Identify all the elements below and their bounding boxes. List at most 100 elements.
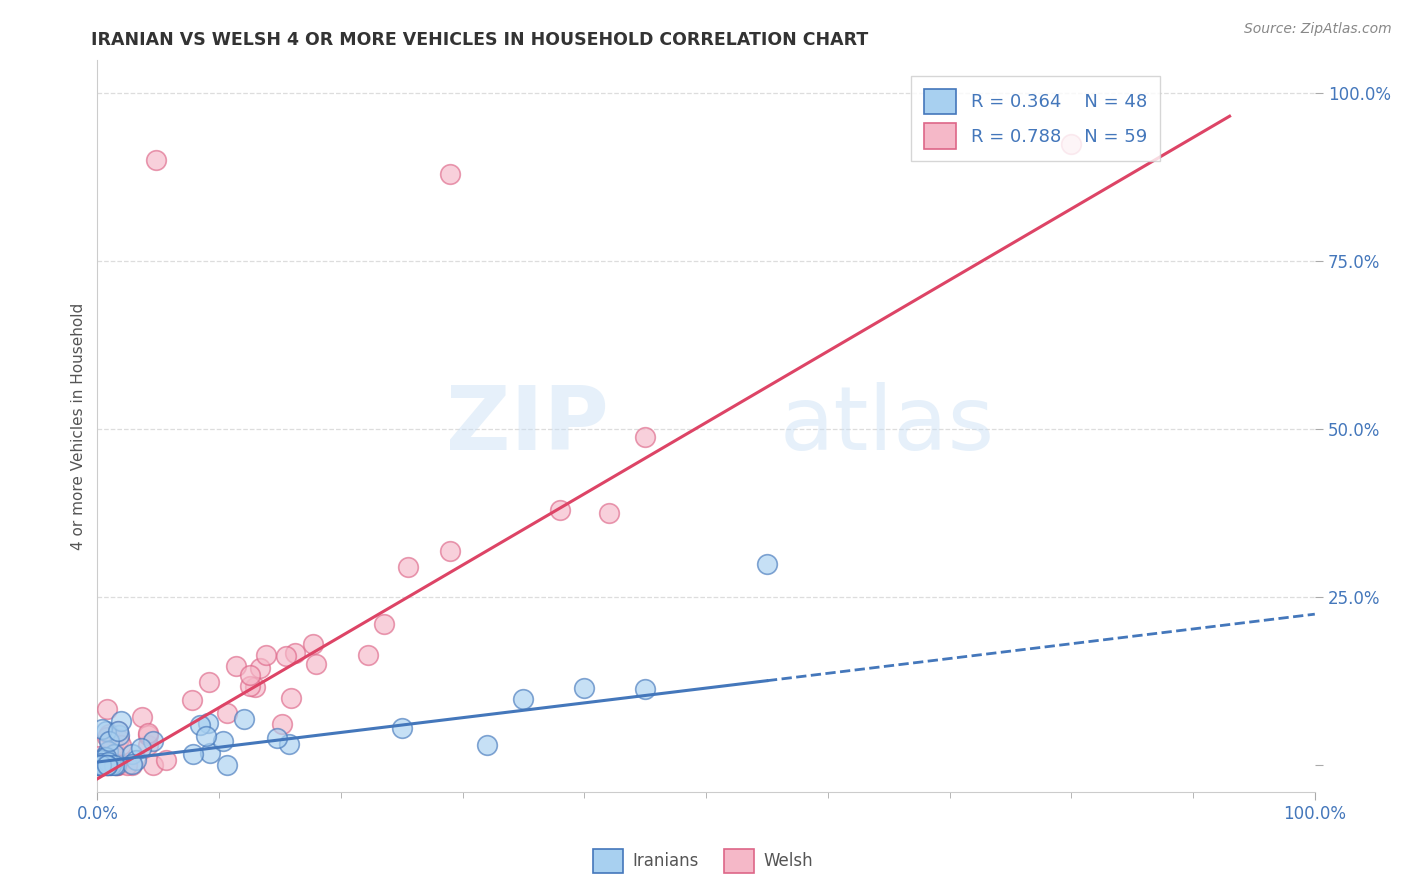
Point <box>195 730 218 744</box>
Text: Source: ZipAtlas.com: Source: ZipAtlas.com <box>1244 22 1392 37</box>
Point <box>357 648 380 662</box>
Point <box>87 749 110 764</box>
Point <box>181 747 204 761</box>
Point <box>91 723 114 737</box>
Point <box>87 758 110 772</box>
Point <box>1060 136 1083 151</box>
Point <box>254 648 277 663</box>
Point <box>93 749 115 764</box>
Point <box>96 730 118 744</box>
Point <box>131 710 153 724</box>
Point <box>108 728 131 742</box>
Point <box>110 714 132 729</box>
Point <box>97 758 120 772</box>
Point <box>87 758 110 772</box>
Point <box>94 749 117 764</box>
Point <box>108 732 131 747</box>
Point <box>107 723 129 738</box>
Point <box>548 502 571 516</box>
Point <box>94 758 117 772</box>
Point <box>87 758 110 772</box>
Y-axis label: 4 or more Vehicles in Household: 4 or more Vehicles in Household <box>72 302 86 549</box>
Point <box>107 758 129 772</box>
Point <box>266 731 288 746</box>
Point <box>232 712 254 726</box>
Point <box>142 758 165 772</box>
Point <box>100 758 122 772</box>
Point <box>87 758 110 772</box>
Point <box>93 758 115 772</box>
Point <box>138 738 160 752</box>
Point <box>87 758 110 772</box>
Point <box>238 679 260 693</box>
Text: atlas: atlas <box>779 383 994 469</box>
Point <box>105 758 128 772</box>
Point <box>91 758 114 772</box>
Point <box>96 758 118 772</box>
Point <box>280 690 302 705</box>
Point <box>100 758 122 772</box>
Point <box>90 758 112 772</box>
Point <box>198 747 221 761</box>
Point <box>117 758 139 772</box>
Point <box>475 738 498 752</box>
Point <box>96 702 118 716</box>
Point <box>217 758 239 772</box>
Point <box>439 544 461 558</box>
Point <box>93 758 115 772</box>
Point <box>98 733 121 747</box>
Point <box>225 659 247 673</box>
Point <box>512 692 534 706</box>
Point <box>155 753 177 767</box>
Point <box>271 716 294 731</box>
Point <box>145 153 167 168</box>
Point <box>89 758 111 772</box>
Legend: R = 0.364    N = 48, R = 0.788    N = 59: R = 0.364 N = 48, R = 0.788 N = 59 <box>911 76 1160 161</box>
Point <box>97 727 120 741</box>
Point <box>103 758 125 772</box>
Point <box>104 758 127 772</box>
Point <box>97 758 120 772</box>
Point <box>396 560 419 574</box>
Point <box>110 739 132 753</box>
Legend: Iranians, Welsh: Iranians, Welsh <box>586 842 820 880</box>
Point <box>90 758 112 772</box>
Point <box>634 681 657 696</box>
Point <box>103 747 125 761</box>
Point <box>87 758 110 772</box>
Point <box>96 758 118 772</box>
Point <box>90 756 112 771</box>
Point <box>188 718 211 732</box>
Text: ZIP: ZIP <box>446 383 609 469</box>
Point <box>136 726 159 740</box>
Point <box>125 752 148 766</box>
Point <box>89 758 111 772</box>
Point <box>87 758 110 772</box>
Point <box>598 506 620 520</box>
Point <box>90 753 112 767</box>
Point <box>103 739 125 753</box>
Point <box>212 734 235 748</box>
Point <box>238 668 260 682</box>
Point <box>89 758 111 772</box>
Point <box>215 706 238 720</box>
Point <box>94 724 117 739</box>
Point <box>96 758 118 772</box>
Point <box>755 557 778 571</box>
Point <box>104 758 127 772</box>
Point <box>391 721 413 735</box>
Point <box>197 675 219 690</box>
Point <box>97 756 120 770</box>
Text: IRANIAN VS WELSH 4 OR MORE VEHICLES IN HOUSEHOLD CORRELATION CHART: IRANIAN VS WELSH 4 OR MORE VEHICLES IN H… <box>91 31 869 49</box>
Point <box>90 756 112 771</box>
Point <box>245 680 267 694</box>
Point <box>136 728 159 742</box>
Point <box>574 681 596 695</box>
Point <box>180 693 202 707</box>
Point <box>121 747 143 761</box>
Point <box>107 724 129 739</box>
Point <box>305 657 328 671</box>
Point <box>634 430 657 444</box>
Point <box>301 637 323 651</box>
Point <box>87 758 110 772</box>
